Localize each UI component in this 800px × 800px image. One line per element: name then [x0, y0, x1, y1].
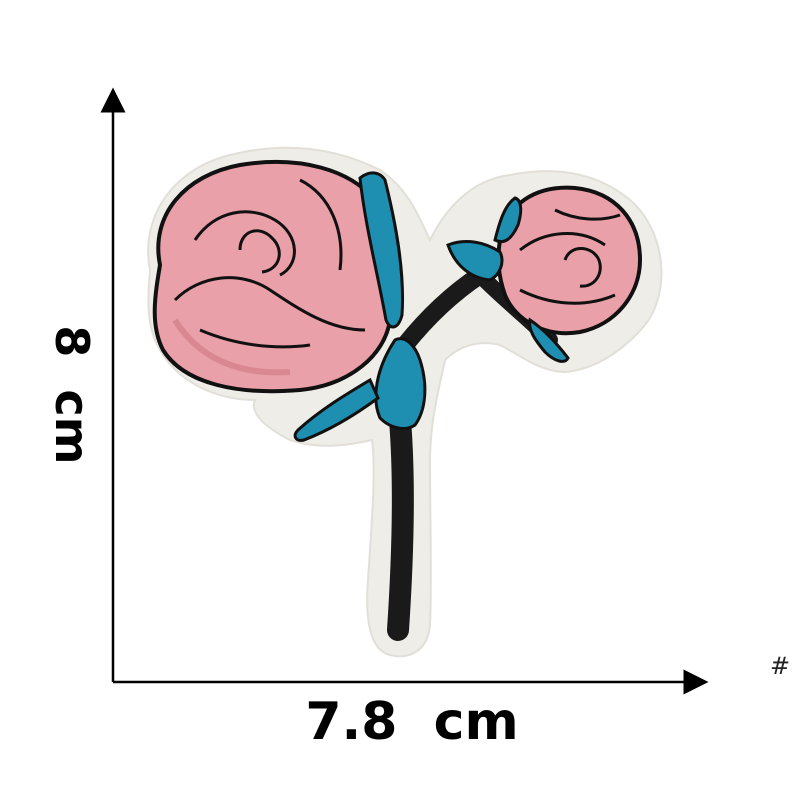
dimension-axes: [100, 87, 709, 695]
main-stem: [387, 409, 414, 641]
leaves: [293, 171, 570, 442]
height-dimension-label: 8 cm: [45, 325, 99, 465]
width-dimension-label: 7.8 cm: [305, 692, 519, 752]
corner-mark: #: [770, 652, 791, 680]
sepal-bud-top: [493, 196, 523, 244]
branch-stem: [396, 266, 489, 354]
rose-patch: [147, 146, 663, 658]
rose-bud: [496, 185, 643, 336]
leaf-left: [293, 377, 380, 442]
large-rose: [152, 159, 397, 394]
leaf-top: [358, 171, 404, 329]
sepal-bud-left: [446, 240, 504, 282]
sepal-bud-right: [528, 317, 570, 363]
